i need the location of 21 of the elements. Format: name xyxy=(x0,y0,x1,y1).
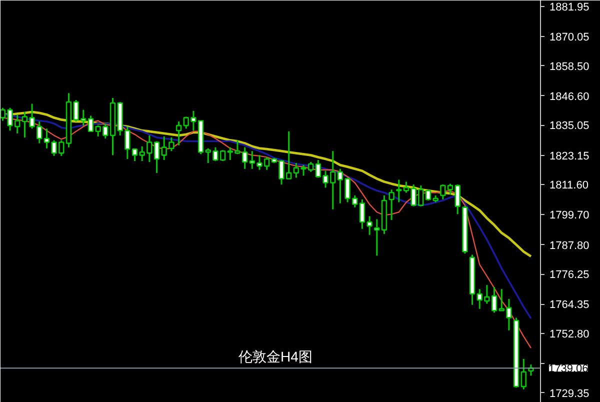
candlestick xyxy=(374,218,380,256)
candlestick xyxy=(388,188,394,221)
y-tick-label: 1881.95 xyxy=(550,1,590,14)
y-tick-label: 1823.15 xyxy=(550,150,590,162)
y-tick-label: 1776.25 xyxy=(550,269,590,282)
y-tick-label: 1846.60 xyxy=(550,90,590,103)
y-tick-label: 1799.70 xyxy=(550,210,590,222)
y-tick-label: 1835.05 xyxy=(550,120,590,132)
y-tick-label: 1752.80 xyxy=(550,328,590,340)
candlestick xyxy=(396,178,402,204)
candlestick xyxy=(36,120,42,144)
y-tick-label: 1729.35 xyxy=(550,388,590,400)
annotation: 伦敦金H4图 xyxy=(238,348,312,364)
y-tick-label: 1870.05 xyxy=(550,32,590,44)
candlestick xyxy=(176,120,182,146)
y-tick-label: 1858.50 xyxy=(550,60,590,73)
candlestick xyxy=(132,148,138,162)
y-tick-label: 1811.60 xyxy=(550,180,588,192)
y-tick-label: 1787.80 xyxy=(550,240,590,252)
y-tick-label: 1764.35 xyxy=(550,299,590,312)
candlestick xyxy=(520,358,526,390)
